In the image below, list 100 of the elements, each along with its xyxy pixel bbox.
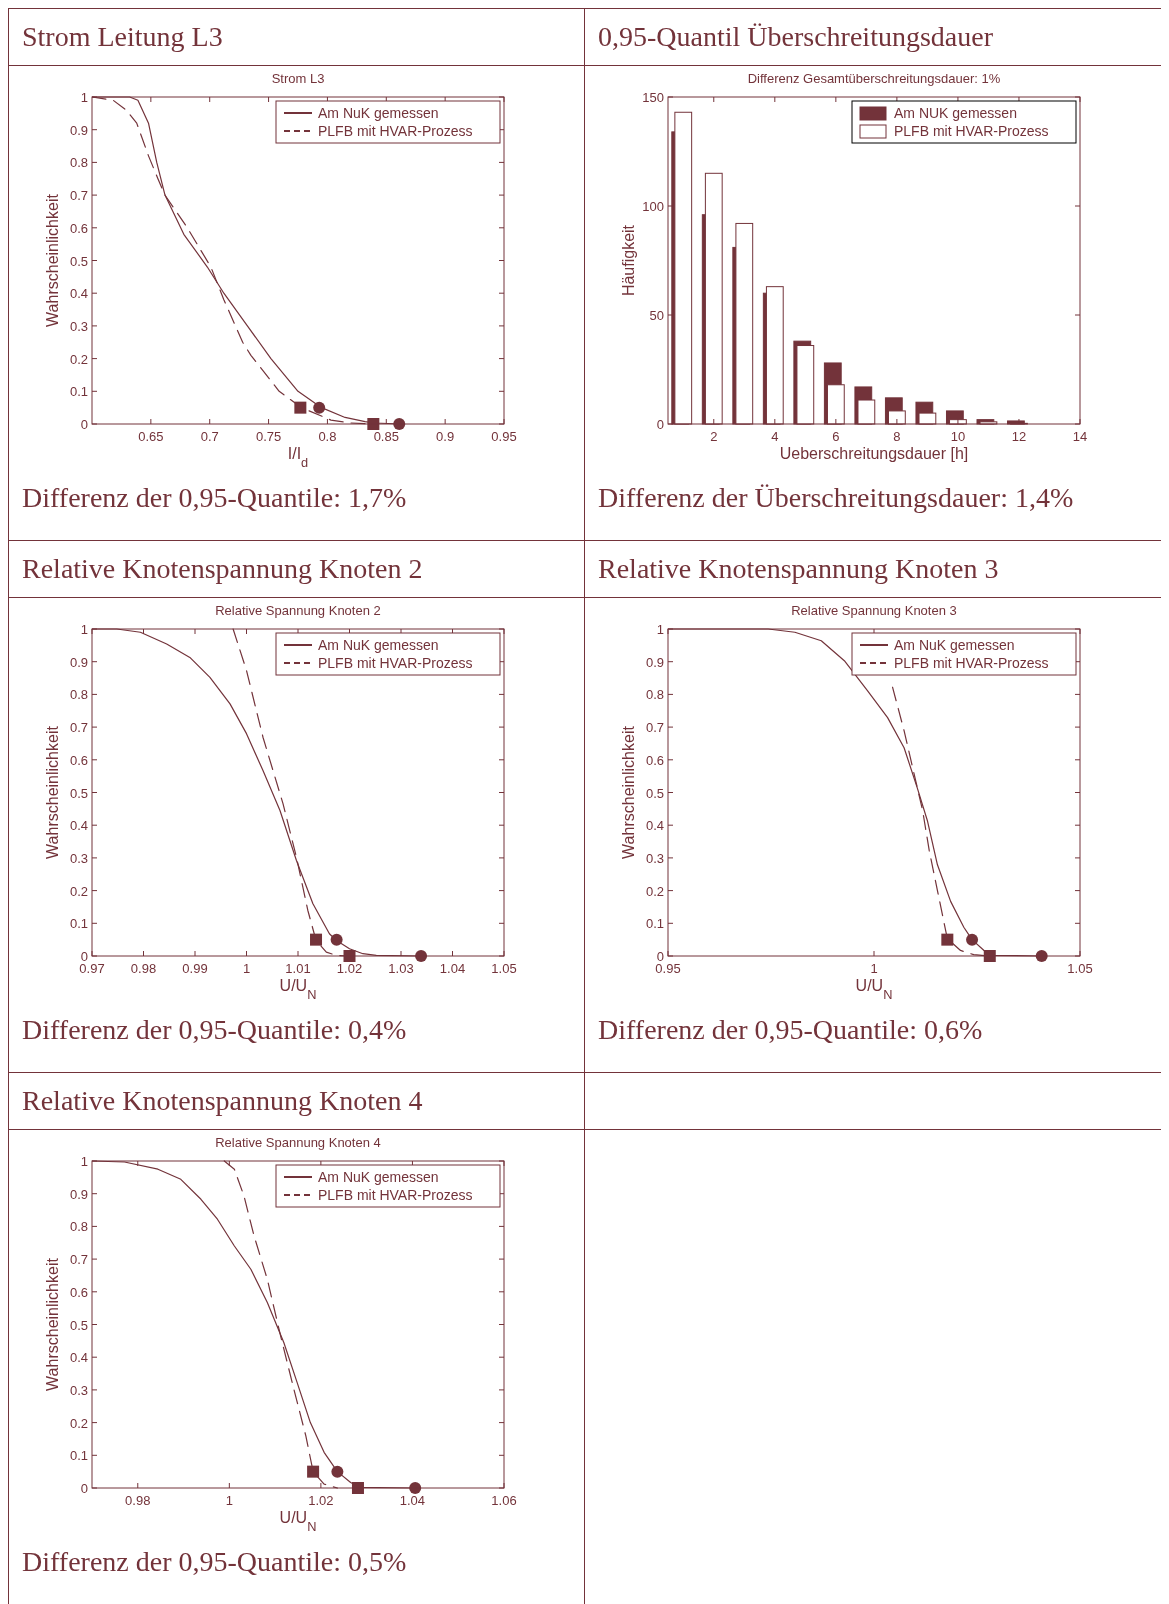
y-tick-label: 0.1 [645, 916, 664, 932]
x-tick-label: 1.04 [399, 1493, 426, 1508]
chart-title: Strom L3 [271, 71, 325, 86]
y-tick-label: 0.5 [69, 1317, 88, 1333]
legend-label: Am NuK gemessen [318, 1169, 439, 1185]
legend-label: PLFB mit HVAR-Prozess [894, 655, 1049, 671]
x-tick-label: 0.8 [318, 429, 337, 444]
x-tick-label: 8 [893, 429, 901, 444]
y-axis-title: Wahrscheinlichkeit [44, 1257, 61, 1391]
x-axis-title: U/U$_{N}$ [279, 977, 317, 1002]
chart-title: Relative Spannung Knoten 4 [215, 1135, 381, 1150]
y-tick-label: 0.5 [645, 785, 664, 801]
x-tick-label: 4 [771, 429, 779, 444]
text: Relative Knotenspannung Knoten 4 [22, 1085, 423, 1116]
y-tick-label: 0.9 [645, 654, 664, 670]
y-tick-label: 0 [656, 949, 664, 964]
y-axis-title: Häufigkeit [620, 224, 637, 297]
x-tick-label: 1 [225, 1493, 233, 1508]
text: Differenz der 0,95-Quantile: 1,7% [22, 482, 407, 513]
y-tick-label: 0.9 [69, 122, 88, 138]
x-tick-label: 0.99 [182, 961, 208, 976]
x-tick-label: 1.06 [491, 1493, 517, 1508]
legend-label: Am NUK gemessen [894, 105, 1017, 121]
legend-label: Am NuK gemessen [318, 105, 439, 121]
text: Differenz der 0,95-Quantile: 0,6% [598, 1014, 983, 1045]
y-tick-label: 0.3 [69, 318, 88, 334]
y-tick-label: 0 [656, 417, 664, 432]
y-axis-title: Wahrscheinlichkeit [44, 193, 61, 327]
y-tick-label: 0.6 [69, 1284, 88, 1300]
y-tick-label: 0.4 [69, 286, 88, 302]
x-tick-label: 0.95 [655, 961, 681, 976]
y-tick-label: 100 [642, 199, 664, 214]
chart-title: Differenz Gesamtüberschreitungsdauer: 1% [747, 71, 1001, 86]
y-tick-label: 0.1 [69, 1448, 88, 1464]
y-tick-label: 0.9 [69, 654, 88, 670]
x-tick-label: 1.05 [491, 961, 517, 976]
y-axis-title: Wahrscheinlichkeit [620, 725, 637, 859]
x-tick-label: 0.75 [255, 429, 282, 444]
y-tick-label: 0.6 [69, 220, 88, 236]
y-tick-label: 150 [642, 90, 664, 105]
x-tick-label: 0.7 [200, 429, 219, 444]
y-tick-label: 0 [80, 1481, 88, 1496]
x-tick-label: 1 [870, 961, 878, 976]
text: Differenz der 0,95-Quantile: 0,5% [22, 1546, 407, 1577]
y-tick-label: 0.7 [69, 1252, 88, 1268]
y-tick-label: 0.4 [69, 1350, 88, 1366]
text: Differenz der 0,95-Quantile: 0,4% [22, 1014, 407, 1045]
y-tick-label: 0.8 [69, 155, 88, 171]
chart-title: Relative Spannung Knoten 2 [215, 603, 381, 618]
y-tick-label: 0.6 [645, 752, 664, 768]
y-tick-label: 0.7 [69, 188, 88, 204]
x-tick-label: 1 [242, 961, 251, 976]
y-tick-label: 50 [649, 308, 664, 323]
y-tick-label: 0.6 [69, 752, 88, 768]
x-axis-title: U/U$_{N}$ [279, 1509, 317, 1534]
y-tick-label: 0 [80, 949, 88, 964]
y-tick-label: 0.2 [69, 351, 88, 367]
y-tick-label: 0.5 [69, 253, 88, 269]
x-tick-label: 1.02 [308, 1493, 334, 1508]
x-tick-label: 14 [1072, 429, 1088, 444]
legend-label: Am NuK gemessen [318, 637, 439, 653]
y-tick-label: 1 [80, 1154, 88, 1169]
legend-label: PLFB mit HVAR-Prozess [318, 123, 473, 139]
x-axis-title: U/U$_{N}$ [855, 977, 893, 1002]
x-tick-label: 0.98 [125, 1493, 151, 1508]
x-tick-label: 0.95 [491, 429, 517, 444]
x-tick-label: 0.98 [130, 961, 157, 976]
y-tick-label: 0.5 [69, 785, 88, 801]
y-tick-label: 0.4 [645, 818, 664, 834]
legend-label: Am NuK gemessen [894, 637, 1015, 653]
text: Differenz der Überschreitungsdauer: 1,4% [598, 482, 1074, 513]
x-tick-label: 1.03 [388, 961, 414, 976]
text: Relative Knotenspannung Knoten 3 [598, 553, 999, 584]
x-tick-label: 0.65 [138, 429, 164, 444]
y-tick-label: 0.1 [69, 384, 88, 400]
y-tick-label: 0.9 [69, 1186, 88, 1202]
y-tick-label: 0.7 [645, 720, 664, 736]
y-tick-label: 1 [80, 90, 88, 105]
y-tick-label: 0.2 [69, 1415, 88, 1431]
y-tick-label: 0.3 [69, 1382, 88, 1398]
chart-title: Relative Spannung Knoten 3 [791, 603, 957, 618]
x-tick-label: 2 [710, 429, 718, 444]
text: Strom Leitung L3 [22, 21, 223, 52]
y-tick-label: 0.8 [69, 687, 88, 703]
x-tick-label: 1.02 [336, 961, 363, 976]
y-tick-label: 1 [80, 622, 88, 637]
y-axis-title: Wahrscheinlichkeit [44, 725, 61, 859]
y-tick-label: 0.8 [645, 687, 664, 703]
y-tick-label: 0.4 [69, 818, 88, 834]
y-tick-label: 0.8 [69, 1219, 88, 1235]
x-tick-label: 10 [950, 429, 966, 444]
x-tick-label: 1.01 [285, 961, 311, 976]
legend-label: PLFB mit HVAR-Prozess [318, 1187, 473, 1203]
x-tick-label: 1.04 [439, 961, 466, 976]
x-axis-title: Ueberschreitungsdauer [h] [779, 445, 969, 462]
x-tick-label: 0.9 [436, 429, 455, 444]
x-tick-label: 0.85 [373, 429, 399, 444]
y-tick-label: 0 [80, 417, 88, 432]
y-tick-label: 1 [656, 622, 664, 637]
x-tick-label: 0.97 [79, 961, 105, 976]
